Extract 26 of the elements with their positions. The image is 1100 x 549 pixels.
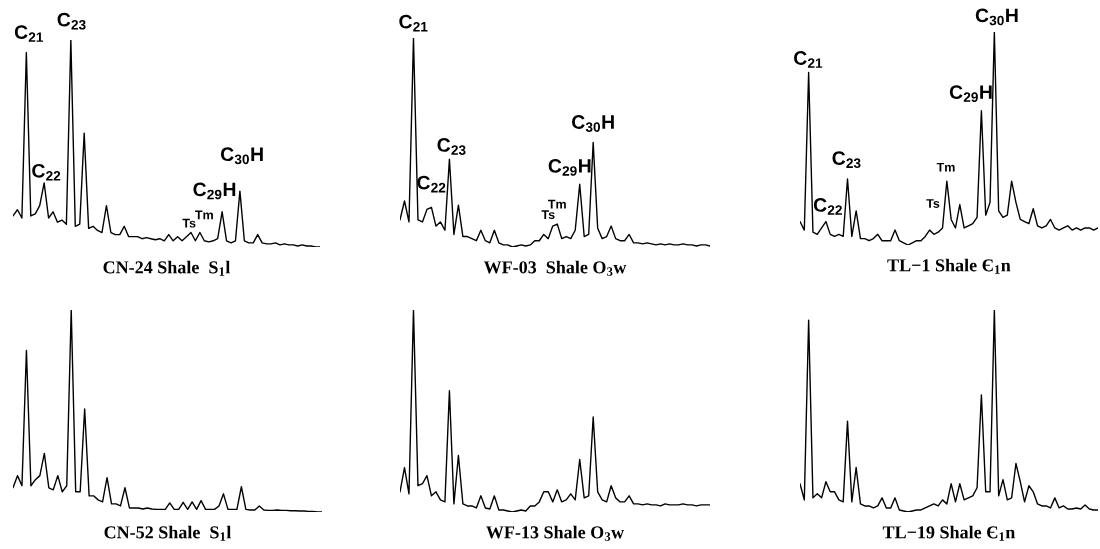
- text: TL−1 Shale Є$_{1}$n: [887, 258, 1011, 274]
- text: C$_{23}$: [57, 12, 86, 30]
- annotation: C$_{30}$H: [572, 115, 614, 132]
- annotation: Ts: [182, 218, 196, 228]
- text: C$_{30}$H: [975, 8, 1018, 26]
- annotation: C$_{21}$: [14, 25, 44, 42]
- annotation: C$_{22}$: [32, 163, 61, 181]
- annotation: C$_{29}$H: [548, 159, 591, 176]
- annotation: Ts: [926, 199, 940, 208]
- annotation: Tm: [195, 210, 213, 220]
- text: WF-03 Shale O$_{3}$w: [483, 260, 627, 276]
- text: TL−19 Shale Є$_{1}$n: [882, 525, 1016, 541]
- annotation: C$_{23}$: [832, 151, 861, 169]
- text: CN-52 Shale S$_{1}$l: [104, 525, 232, 541]
- text: CN-24 Shale S$_{1}$l: [103, 260, 231, 276]
- annotation: Tm: [548, 199, 566, 209]
- annotation: C$_{21}$: [794, 51, 823, 68]
- annotation: C$_{30}$H: [220, 147, 263, 165]
- annotation: C$_{22}$: [813, 198, 842, 215]
- annotation: C$_{23}$: [437, 138, 466, 155]
- annotation: C$_{29}$H: [949, 85, 992, 102]
- annotation: C$_{29}$H: [193, 182, 236, 200]
- annotation: Ts: [541, 210, 555, 220]
- text: C$_{21}$: [399, 14, 428, 32]
- text: WF-13 Shale O$_{3}$w: [486, 525, 625, 541]
- annotation: Tm: [936, 162, 955, 172]
